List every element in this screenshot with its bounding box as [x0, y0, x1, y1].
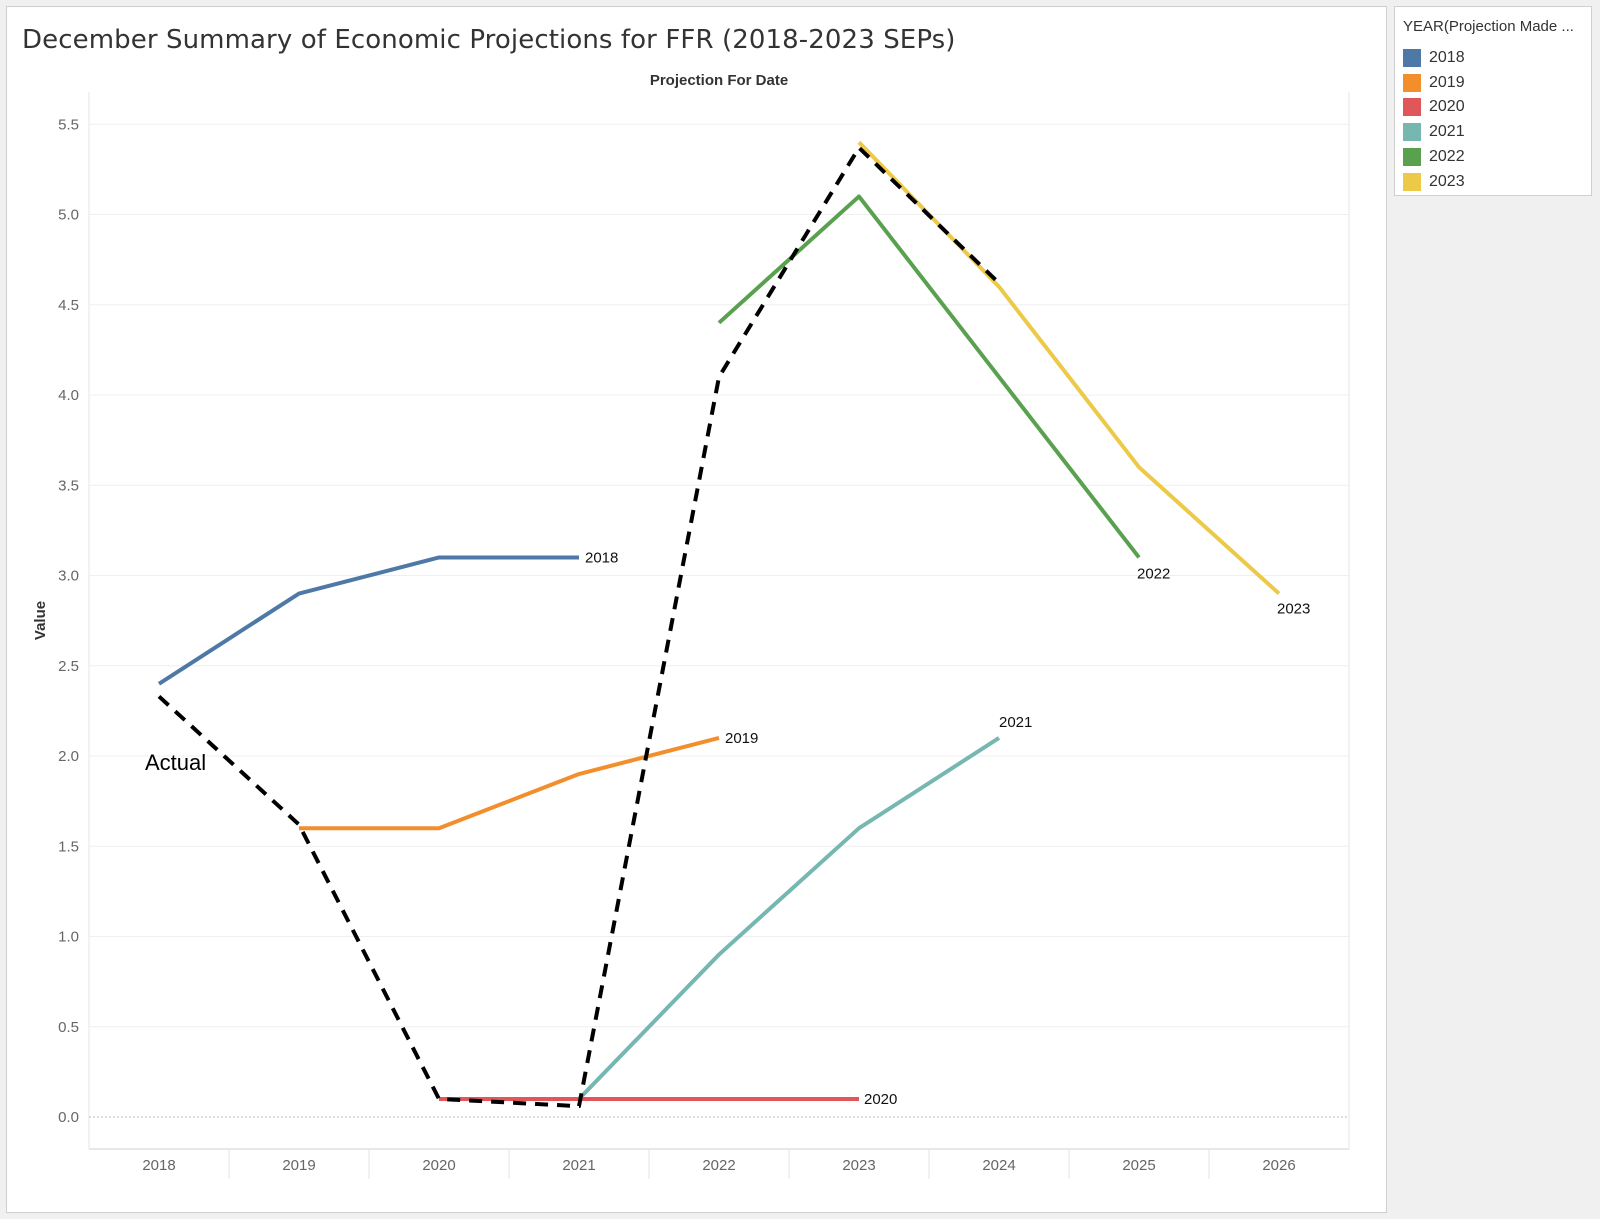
x-tick-label: 2024: [982, 1157, 1015, 1174]
legend-swatch: [1403, 49, 1421, 67]
legend-label: 2019: [1429, 73, 1465, 91]
chart-title: December Summary of Economic Projections…: [22, 25, 956, 55]
series-line-2021: [577, 736, 1001, 1101]
series-end-label-2023: 2023: [1277, 601, 1310, 618]
series-line-2018: [157, 555, 579, 686]
y-tick-label: 2.5: [58, 658, 79, 675]
x-tick-label: 2020: [422, 1157, 455, 1174]
legend-swatch: [1403, 73, 1421, 92]
y-tick-label: 0.5: [58, 1019, 79, 1036]
y-tick-label: 0.0: [58, 1109, 79, 1126]
x-tick-label: 2025: [1122, 1157, 1155, 1174]
y-tick-label: 3.5: [58, 477, 79, 494]
legend-swatch: [1403, 98, 1421, 117]
legend-swatch: [1403, 147, 1421, 166]
chart-plot: 0.0 0.5 1.0 1.5 2.0 2.5 3.0 3.5 4.0 4.5 5.0 5.5 2018…: [32, 72, 1350, 1179]
legend-swatch: [1403, 123, 1421, 142]
legend-label: 2020: [1429, 98, 1465, 116]
legend-item-2022[interactable]: 2022: [1403, 146, 1465, 168]
top-axis-label: Projection For Date: [650, 72, 788, 89]
legend[interactable]: YEAR(Projection Made ... 2018 2019 2020 202…: [1394, 6, 1592, 196]
x-tick-label: 2018: [142, 1157, 175, 1174]
legend-item-2018[interactable]: 2018: [1403, 47, 1465, 69]
y-tick-label: 1.0: [58, 929, 79, 946]
legend-title: YEAR(Projection Made ...: [1403, 18, 1574, 35]
y-tick-label: 4.5: [58, 297, 79, 314]
actual-label: Actual: [145, 750, 206, 775]
legend-label: 2018: [1429, 49, 1465, 66]
legend-label: 2023: [1429, 172, 1465, 190]
legend-swatch: [1403, 172, 1421, 191]
actual-line: [157, 145, 1001, 1109]
legend-item-2020[interactable]: 2020: [1403, 96, 1465, 118]
series-line-2019: [299, 736, 720, 831]
series-line-2023: [857, 140, 1281, 596]
x-tick-label: 2021: [562, 1157, 595, 1174]
series-end-label-2020: 2020: [864, 1091, 897, 1108]
x-tick-label: 2026: [1262, 1157, 1295, 1174]
chart-panel: 0.0 0.5 1.0 1.5 2.0 2.5 3.0 3.5 4.0 4.5 5.0 5.5 2018…: [6, 6, 1387, 1213]
x-tick-label: 2023: [842, 1157, 875, 1174]
y-tick-label: 1.5: [58, 838, 79, 855]
series-line-2022: [717, 194, 1141, 559]
legend-item-2019[interactable]: 2019: [1403, 72, 1465, 94]
y-tick-label: 5.5: [58, 116, 79, 133]
legend-label: 2022: [1429, 147, 1465, 165]
y-tick-label: 3.0: [58, 568, 79, 585]
series-end-label-2019: 2019: [725, 730, 758, 747]
y-tick-label: 2.0: [58, 748, 79, 765]
legend-item-2023[interactable]: 2023: [1403, 171, 1465, 193]
legend-item-2021[interactable]: 2021: [1403, 121, 1465, 143]
series-end-label-2022: 2022: [1137, 565, 1170, 582]
y-tick-label: 5.0: [58, 207, 79, 224]
x-tick-label: 2022: [702, 1157, 735, 1174]
x-tick-label: 2019: [282, 1157, 315, 1174]
series-end-label-2021: 2021: [999, 714, 1032, 731]
y-tick-label: 4.0: [58, 387, 79, 404]
legend-label: 2021: [1429, 123, 1465, 141]
series-end-label-2018: 2018: [585, 549, 618, 566]
y-axis-label: Value: [32, 601, 49, 640]
